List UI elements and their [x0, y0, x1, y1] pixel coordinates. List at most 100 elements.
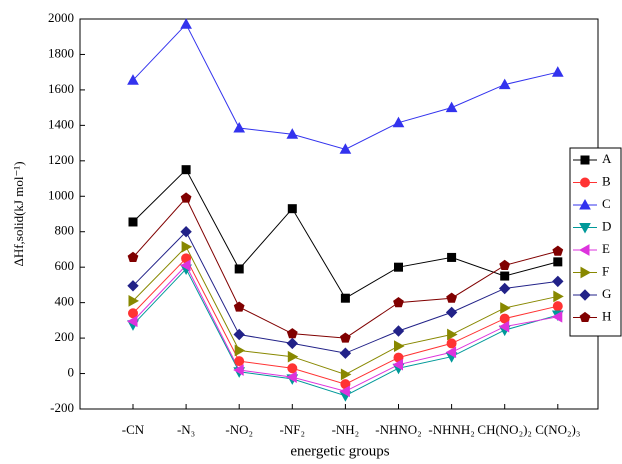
marker	[552, 301, 563, 312]
y-axis-title: ΔHf,solid(kJ mol⁻¹)	[11, 161, 26, 266]
marker	[286, 328, 298, 339]
marker	[233, 328, 245, 341]
marker	[551, 66, 564, 77]
marker	[498, 282, 511, 295]
marker	[127, 251, 139, 262]
marker	[287, 363, 298, 374]
marker	[234, 356, 245, 367]
marker	[286, 128, 299, 139]
marker	[180, 192, 192, 203]
y-tick-label: 0	[68, 365, 75, 380]
marker	[445, 306, 458, 319]
marker	[340, 293, 350, 303]
legend-marker	[579, 311, 591, 322]
legend-label: B	[602, 173, 611, 188]
x-tick-label: -NHNH₂	[428, 422, 474, 437]
marker	[392, 358, 403, 371]
marker	[339, 347, 352, 359]
x-tick-label: -NO₂	[225, 422, 253, 437]
y-tick-label: 1600	[48, 81, 74, 96]
y-tick-label: 1000	[48, 187, 74, 202]
y-tick-label: 400	[55, 294, 75, 309]
marker	[553, 290, 564, 303]
x-axis-title: energetic groups	[290, 443, 389, 459]
marker	[500, 302, 511, 314]
marker	[181, 165, 191, 175]
legend-marker	[579, 289, 591, 301]
marker	[180, 18, 192, 29]
marker	[287, 204, 297, 214]
series-line	[132, 257, 558, 385]
legend-label: E	[602, 241, 610, 256]
marker	[552, 245, 564, 256]
legend-marker	[579, 198, 591, 210]
x-tick-label: -NHNO₂	[375, 422, 421, 437]
marker	[286, 371, 297, 383]
x-tick-label: C(NO₂)₃	[535, 422, 580, 437]
legend-label: D	[602, 218, 611, 233]
legend-marker	[580, 266, 592, 279]
marker	[394, 340, 405, 352]
marker	[445, 346, 457, 359]
marker	[126, 315, 138, 328]
marker	[233, 121, 246, 133]
legend-label: F	[602, 263, 609, 278]
marker	[446, 292, 457, 303]
marker	[553, 257, 563, 267]
y-tick-label: 1800	[48, 45, 74, 60]
y-tick-label: 1200	[48, 152, 74, 167]
marker	[393, 296, 404, 308]
marker	[234, 264, 244, 274]
marker	[180, 225, 192, 238]
marker	[447, 328, 458, 341]
series-line	[132, 23, 558, 150]
marker	[233, 301, 245, 312]
marker	[128, 295, 140, 307]
marker	[552, 275, 564, 288]
x-tick-label: CH(NO₂)₂	[477, 422, 532, 437]
x-tick-label: -CN	[122, 422, 145, 437]
y-tick-label: 2000	[48, 10, 74, 25]
y-tick-label: 1400	[48, 116, 74, 131]
marker	[445, 101, 458, 113]
y-tick-label: 600	[55, 258, 75, 273]
marker	[234, 344, 246, 357]
marker	[127, 280, 139, 292]
legend-marker	[580, 155, 590, 165]
x-tick-label: -NH₂	[332, 422, 360, 437]
legend-label: C	[602, 196, 611, 211]
marker	[339, 143, 352, 154]
legend-marker	[579, 223, 591, 234]
marker	[394, 262, 403, 272]
marker	[180, 259, 191, 272]
x-tick-label: -NF₂	[280, 422, 305, 437]
marker	[340, 332, 351, 343]
marker	[392, 116, 405, 128]
legend-marker	[580, 177, 590, 188]
marker	[499, 259, 511, 270]
marker	[181, 240, 193, 253]
legend-label: A	[602, 151, 612, 166]
marker	[340, 368, 352, 381]
marker	[498, 78, 511, 90]
plot-frame	[79, 18, 599, 410]
marker	[551, 310, 563, 323]
y-tick-label: 800	[55, 223, 75, 238]
marker	[127, 74, 139, 85]
x-tick-label: -N₃	[177, 422, 195, 437]
marker	[286, 337, 299, 350]
marker	[447, 252, 457, 262]
marker	[500, 271, 510, 281]
y-tick-label: -200	[50, 400, 74, 415]
marker	[233, 364, 244, 376]
marker	[446, 338, 457, 349]
marker	[339, 385, 350, 398]
marker	[287, 350, 299, 363]
marker	[499, 313, 510, 324]
legend-label: H	[602, 308, 611, 323]
marker	[128, 308, 138, 319]
y-tick-label: 200	[55, 329, 75, 344]
marker	[392, 325, 405, 337]
